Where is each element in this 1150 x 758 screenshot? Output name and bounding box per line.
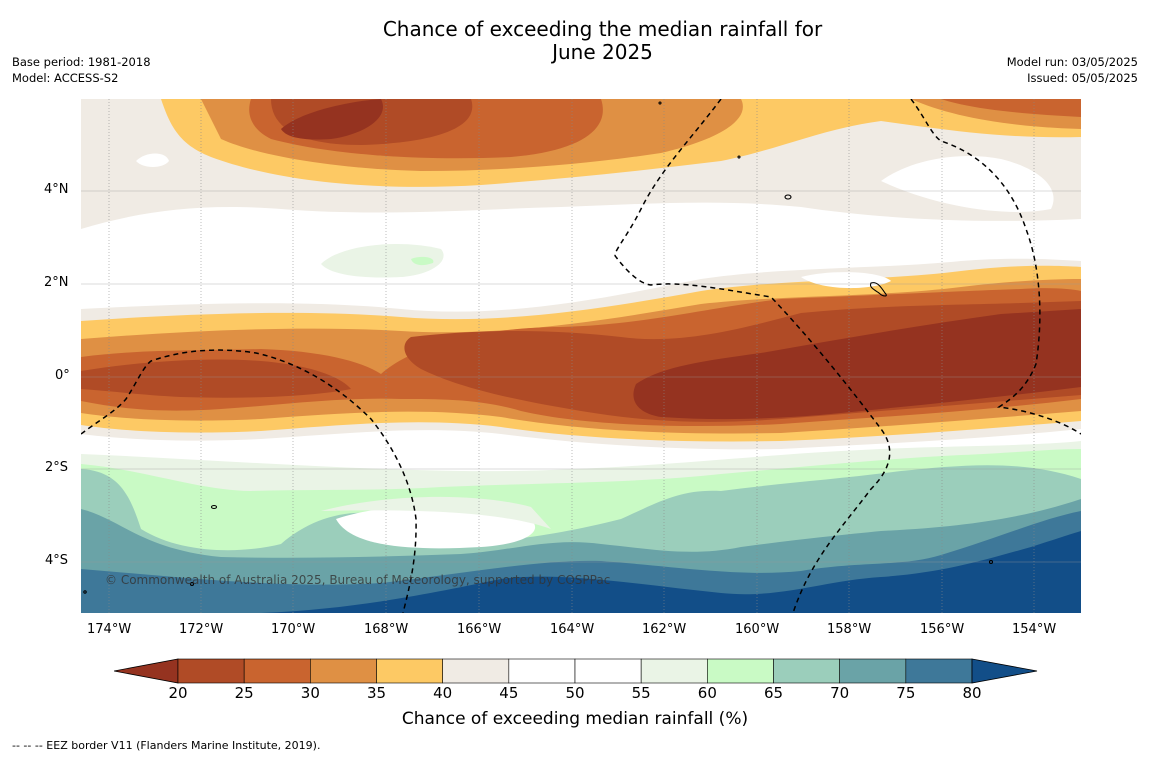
base-period: Base period: 1981-2018 xyxy=(12,55,151,69)
colorbar-segment xyxy=(310,658,377,684)
colorbar xyxy=(114,658,1038,684)
colorbar-segment xyxy=(773,658,840,684)
lat-label: 0° xyxy=(55,368,70,383)
map-canvas: © Commonwealth of Australia 2025, Bureau… xyxy=(81,99,1081,613)
meta-right: Model run: 03/05/2025 Issued: 05/05/2025 xyxy=(1007,54,1138,86)
colorbar-segment xyxy=(905,658,973,684)
colorbar-tick-label: 25 xyxy=(234,684,254,702)
title-line-2: June 2025 xyxy=(552,40,653,64)
lat-label: 4°S xyxy=(45,553,69,568)
colorbar-tick-label: 55 xyxy=(631,684,651,702)
copyright-text: © Commonwealth of Australia 2025, Bureau… xyxy=(105,573,610,587)
lon-label: 174°W xyxy=(87,622,132,637)
lat-label: 2°N xyxy=(44,275,69,290)
meta-left: Base period: 1981-2018 Model: ACCESS-S2 xyxy=(12,54,151,86)
colorbar-segment xyxy=(177,658,245,684)
colorbar-tick-label: 60 xyxy=(697,684,717,702)
colorbar-tick-label: 50 xyxy=(565,684,585,702)
colorbar-segment xyxy=(574,658,642,684)
colorbar-extend-low xyxy=(114,658,179,684)
map-title: Chance of exceeding the median rainfall … xyxy=(0,18,1150,64)
lat-label: 2°S xyxy=(45,460,69,475)
eez-legend: -- -- -- EEZ border V11 (Flanders Marine… xyxy=(12,739,321,752)
colorbar-segment xyxy=(707,658,774,684)
colorbar-segment xyxy=(243,658,311,684)
colorbar-tick-label: 35 xyxy=(366,684,387,702)
lon-label: 160°W xyxy=(735,622,780,637)
lon-label: 172°W xyxy=(179,622,224,637)
colorbar-segment xyxy=(376,658,443,684)
lon-label: 168°W xyxy=(364,622,409,637)
colorbar-tick-label: 80 xyxy=(962,684,982,702)
lon-label: 158°W xyxy=(827,622,872,637)
colorbar-segment xyxy=(640,658,708,684)
colorbar-segment xyxy=(442,658,510,684)
colorbar-label: Chance of exceeding median rainfall (%) xyxy=(401,709,749,729)
colorbar-segment xyxy=(508,658,576,684)
colorbar-tick-label: 45 xyxy=(499,684,519,702)
lon-label: 170°W xyxy=(271,622,316,637)
colorbar-tick-label: 65 xyxy=(763,684,784,702)
lat-label: 4°N xyxy=(44,182,69,197)
lon-label: 162°W xyxy=(642,622,687,637)
rainfall-map[interactable]: © Commonwealth of Australia 2025, Bureau… xyxy=(81,99,1081,613)
colorbar-tick-label: 20 xyxy=(168,684,188,702)
colorbar-tick-label: 40 xyxy=(433,684,453,702)
lon-label: 154°W xyxy=(1012,622,1057,637)
model-name: Model: ACCESS-S2 xyxy=(12,71,119,85)
colorbar-tick-label: 75 xyxy=(896,684,916,702)
colorbar-segment xyxy=(839,658,907,684)
issued-date: Issued: 05/05/2025 xyxy=(1027,71,1138,85)
colorbar-tick-label: 30 xyxy=(300,684,320,702)
lon-label: 164°W xyxy=(550,622,595,637)
colorbar-extend-high xyxy=(971,658,1038,684)
model-run: Model run: 03/05/2025 xyxy=(1006,55,1138,69)
lon-label: 166°W xyxy=(457,622,502,637)
title-line-1: Chance of exceeding the median rainfall … xyxy=(382,17,823,41)
lon-label: 156°W xyxy=(920,622,965,637)
colorbar-tick-label: 70 xyxy=(830,684,850,702)
